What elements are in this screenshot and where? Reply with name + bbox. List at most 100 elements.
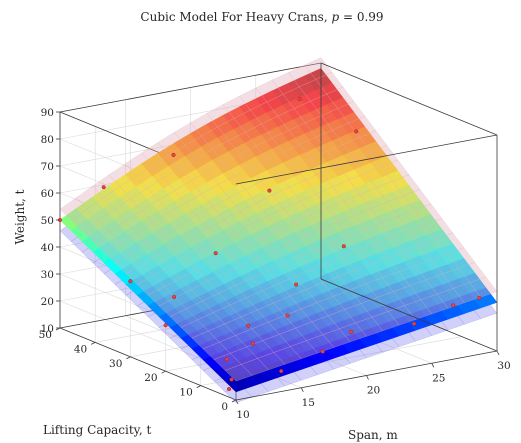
upper-band-cell-15-2 bbox=[447, 247, 476, 269]
data-point-8 bbox=[226, 386, 232, 392]
upper-band-cell-7-8 bbox=[250, 215, 279, 238]
upper-band-cell-3-5 bbox=[218, 285, 247, 306]
upper-band-cell-0-0 bbox=[224, 364, 253, 382]
upper-band-cell-9-14 bbox=[217, 117, 246, 141]
upper-band-cell-3-1 bbox=[262, 334, 291, 353]
upper-band-cell-3-0 bbox=[273, 346, 302, 365]
upper-band-cell-12-4 bbox=[376, 236, 405, 258]
upper-band-cell-5-2 bbox=[284, 308, 313, 329]
upper-band-cell-0-2 bbox=[202, 341, 231, 360]
upper-band-cell-8-14 bbox=[201, 126, 230, 150]
data-point-5 bbox=[163, 323, 168, 328]
data-point-14 bbox=[477, 295, 482, 300]
z-tick-label-4: 50 bbox=[41, 215, 54, 227]
data-point-1 bbox=[101, 185, 106, 190]
upper-band-cell-5-13 bbox=[163, 167, 192, 191]
upper-band-cell-13-4 bbox=[392, 230, 421, 252]
upper-band-cell-4-0 bbox=[289, 340, 319, 359]
surface-cell-15-0 bbox=[469, 287, 498, 309]
upper-band-cell-14-15 bbox=[288, 64, 317, 88]
x-tick-mark-0 bbox=[235, 399, 239, 405]
data-point-16 bbox=[294, 282, 299, 287]
data-point-3 bbox=[128, 279, 133, 284]
upper-band-cell-2-14 bbox=[103, 186, 132, 210]
upper-band-cell-0-12 bbox=[92, 230, 121, 253]
upper-band-cell-10-15 bbox=[222, 95, 251, 119]
upper-band-cell-8-12 bbox=[223, 153, 252, 177]
upper-band-cell-9-0 bbox=[371, 311, 400, 332]
upper-band-cell-0-4 bbox=[180, 319, 209, 339]
upper-band-cell-14-2 bbox=[430, 253, 460, 275]
upper-band-cell-15-6 bbox=[403, 188, 432, 211]
upper-band-cell-0-13 bbox=[81, 219, 110, 242]
upper-confidence-surface bbox=[59, 57, 498, 382]
y-tick-label-5: 50 bbox=[39, 329, 52, 341]
upper-band-cell-8-11 bbox=[234, 167, 263, 190]
upper-band-cell-10-3 bbox=[354, 263, 383, 285]
upper-band-cell-2-15 bbox=[92, 174, 121, 198]
upper-band-cell-9-1 bbox=[360, 297, 389, 318]
x-tick-mark-1 bbox=[300, 387, 304, 392]
upper-band-cell-14-0 bbox=[452, 282, 482, 304]
upper-band-cell-9-12 bbox=[239, 145, 268, 169]
data-point-4 bbox=[172, 294, 177, 300]
y-tick-mark-4 bbox=[91, 342, 96, 345]
upper-band-cell-0-7 bbox=[147, 286, 176, 307]
upper-band-cell-15-0 bbox=[469, 276, 498, 298]
upper-band-cell-7-6 bbox=[272, 242, 301, 264]
y-tick-label-0: 0 bbox=[221, 401, 228, 413]
upper-band-cell-7-7 bbox=[261, 229, 290, 251]
upper-band-cell-3-14 bbox=[119, 175, 148, 199]
box-edge-floor-side bbox=[59, 327, 237, 401]
upper-band-cell-2-12 bbox=[125, 209, 154, 233]
upper-band-cell-2-4 bbox=[213, 304, 242, 325]
upper-band-cell-4-6 bbox=[223, 265, 253, 286]
upper-band-cell-3-11 bbox=[152, 212, 181, 235]
data-point-10 bbox=[320, 349, 325, 354]
upper-band-cell-14-6 bbox=[387, 195, 416, 217]
upper-band-cell-1-2 bbox=[218, 335, 248, 354]
data-point-19 bbox=[267, 188, 272, 193]
upper-band-cell-6-6 bbox=[256, 249, 285, 271]
upper-band-cell-6-3 bbox=[289, 289, 318, 310]
upper-band-cell-4-8 bbox=[201, 240, 231, 262]
upper-band-cell-7-2 bbox=[316, 296, 345, 316]
upper-band-cell-14-5 bbox=[397, 209, 427, 232]
upper-band-cell-2-9 bbox=[158, 245, 187, 267]
data-point-2 bbox=[171, 152, 176, 157]
upper-band-cell-14-13 bbox=[310, 93, 339, 116]
upper-band-cell-5-3 bbox=[273, 295, 302, 316]
upper-band-cell-11-9 bbox=[305, 172, 334, 195]
upper-band-cell-0-15 bbox=[59, 197, 88, 221]
upper-band-cell-9-15 bbox=[206, 104, 235, 128]
upper-band-cell-8-7 bbox=[278, 221, 307, 244]
fitted-surface bbox=[59, 68, 498, 393]
upper-band-cell-15-7 bbox=[392, 174, 421, 196]
upper-band-cell-10-11 bbox=[266, 151, 295, 174]
upper-band-cell-5-14 bbox=[152, 154, 181, 179]
x-tick-label-3: 25 bbox=[432, 372, 445, 384]
upper-band-cell-6-15 bbox=[157, 131, 186, 156]
upper-band-cell-1-6 bbox=[174, 289, 204, 310]
upper-band-cell-3-2 bbox=[251, 321, 280, 341]
upper-band-cell-0-14 bbox=[70, 208, 99, 232]
upper-band-cell-8-6 bbox=[289, 235, 318, 257]
upper-band-cell-9-6 bbox=[305, 228, 334, 250]
upper-band-cell-10-8 bbox=[299, 193, 328, 216]
upper-band-cell-15-13 bbox=[326, 86, 355, 109]
upper-band-cell-1-14 bbox=[86, 197, 115, 221]
upper-band-cell-7-4 bbox=[294, 269, 323, 290]
upper-band-cell-2-2 bbox=[235, 328, 264, 348]
front-box-edges bbox=[235, 62, 498, 401]
upper-band-cell-6-4 bbox=[278, 276, 307, 297]
z-tick-label-3: 40 bbox=[41, 242, 54, 254]
x-tick-label-4: 30 bbox=[497, 360, 510, 372]
y-tick-label-3: 30 bbox=[109, 358, 122, 370]
upper-band-cell-7-12 bbox=[206, 162, 235, 186]
data-point-18 bbox=[213, 251, 218, 256]
upper-band-cell-5-6 bbox=[240, 257, 269, 279]
upper-band-cell-13-2 bbox=[414, 259, 443, 281]
upper-band-cell-4-14 bbox=[135, 165, 164, 189]
upper-band-cell-11-7 bbox=[327, 200, 356, 223]
upper-band-cell-10-9 bbox=[288, 179, 317, 202]
